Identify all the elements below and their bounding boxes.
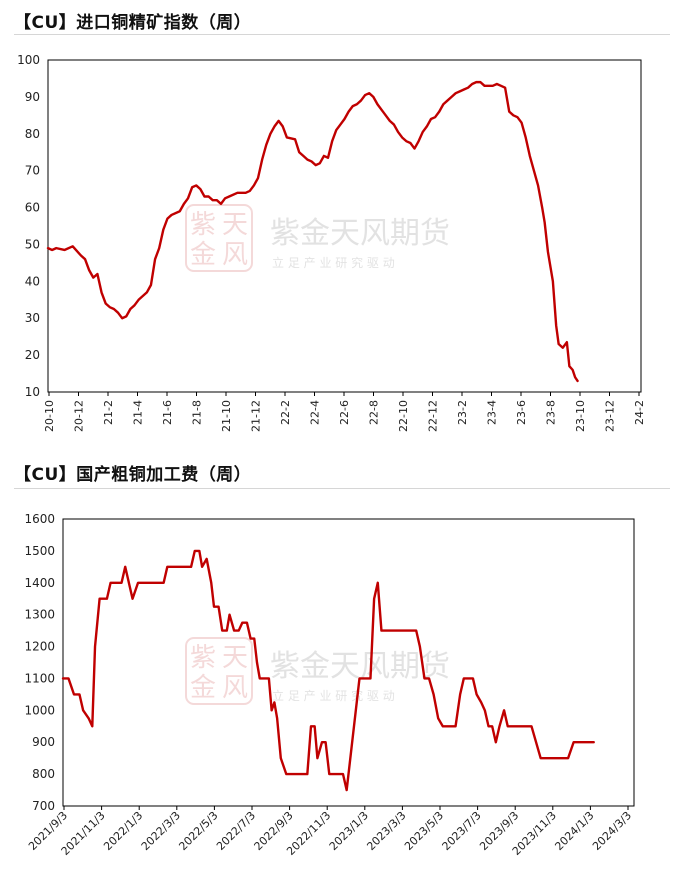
chart-1-title-rule: [14, 34, 670, 35]
chart-2-title: 【CU】国产粗铜加工费（周）: [14, 465, 252, 485]
x-tick-label: 2023/7/3: [440, 809, 484, 853]
chart-1-title: 【CU】进口铜精矿指数（周）: [14, 13, 252, 33]
x-tick-label: 22-12: [427, 400, 440, 432]
x-tick-label: 23-4: [486, 400, 499, 425]
x-tick-label: 22-6: [338, 400, 351, 425]
y-tick-label: 1200: [24, 640, 55, 654]
y-tick-label: 40: [25, 274, 40, 288]
x-tick-label: 2024/3/3: [590, 809, 634, 853]
plot-area-frame: [62, 518, 635, 807]
x-tick-label: 22-10: [397, 400, 410, 432]
x-tick-label: 23-12: [604, 400, 617, 432]
y-tick-label: 30: [25, 311, 40, 325]
x-tick-label: 23-6: [515, 400, 528, 425]
x-tick-label: 21-8: [191, 400, 204, 425]
watermark-seal-char: 金: [190, 240, 216, 270]
x-tick-label: 22-4: [309, 400, 322, 425]
x-tick-label: 2022/7/3: [214, 809, 258, 853]
y-tick-label: 1000: [24, 703, 55, 717]
watermark-seal-char: 紫: [190, 643, 216, 673]
watermark-seal-char: 紫: [190, 210, 216, 240]
x-tick-label: 21-4: [132, 400, 145, 425]
x-tick-label: 24-2: [633, 400, 646, 425]
x-tick-label: 2022/1/3: [101, 809, 145, 853]
y-tick-label: 100: [17, 53, 40, 67]
y-tick-label: 70: [25, 164, 40, 178]
watermark-seal-char: 天: [222, 210, 248, 240]
x-tick-label: 22-8: [368, 400, 381, 425]
x-tick-label: 2022/3/3: [139, 809, 183, 853]
y-tick-label: 60: [25, 201, 40, 215]
y-tick-label: 700: [32, 799, 55, 813]
x-tick-label: 23-8: [545, 400, 558, 425]
series-line: [61, 549, 595, 792]
y-tick-label: 90: [25, 90, 40, 104]
x-tick-label: 20-12: [73, 400, 86, 432]
watermark-slogan: 立 足 产 业 研 究 驱 动: [272, 255, 395, 270]
watermark-seal-char: 天: [222, 643, 248, 673]
x-tick-label: 2022/5/3: [176, 809, 220, 853]
x-tick-label: 2023/3/3: [364, 809, 408, 853]
watermark-seal-char: 金: [190, 673, 216, 703]
y-tick-label: 1400: [24, 576, 55, 590]
series-line: [46, 80, 579, 383]
y-tick-label: 1100: [24, 671, 55, 685]
watermark-seal-frame: [185, 637, 253, 705]
y-tick-label: 80: [25, 127, 40, 141]
y-tick-label: 800: [32, 767, 55, 781]
watermark: 紫天金 风紫金天风期货立 足 产 业 研 究 驱 动: [185, 204, 450, 272]
chart-2-title-rule: [14, 488, 670, 489]
x-tick-label: 23-2: [456, 400, 469, 425]
y-tick-label: 10: [25, 385, 40, 399]
x-tick-label: 21-6: [161, 400, 174, 425]
y-tick-label: 1500: [24, 544, 55, 558]
y-tick-label: 1600: [24, 512, 55, 526]
watermark-slogan: 立 足 产 业 研 究 驱 动: [272, 688, 395, 703]
x-tick-label: 21-10: [220, 400, 233, 432]
watermark-brand: 紫金天风期货: [270, 216, 450, 251]
x-tick-label: 2023/5/3: [402, 809, 446, 853]
x-tick-label: 22-2: [279, 400, 292, 425]
watermark-seal-char: 风: [222, 240, 248, 270]
y-tick-label: 900: [32, 735, 55, 749]
x-tick-label: 2023/1/3: [327, 809, 371, 853]
x-tick-label: 21-2: [102, 400, 115, 425]
x-tick-label: 2024/1/3: [552, 809, 596, 853]
x-tick-label: 21-12: [250, 400, 263, 432]
watermark: 紫天金 风紫金天风期货立 足 产 业 研 究 驱 动: [185, 637, 450, 705]
y-tick-label: 20: [25, 348, 40, 362]
y-tick-label: 50: [25, 237, 40, 251]
y-tick-label: 1300: [24, 608, 55, 622]
chart-1-svg: 紫天金 风紫金天风期货立 足 产 业 研 究 驱 动 10 20 30 40 50 60 70 8…: [17, 53, 646, 432]
x-tick-label: 20-10: [43, 400, 56, 432]
watermark-seal-char: 风: [222, 673, 248, 703]
watermark-seal-frame: [185, 204, 253, 272]
x-tick-label: 23-10: [574, 400, 587, 432]
